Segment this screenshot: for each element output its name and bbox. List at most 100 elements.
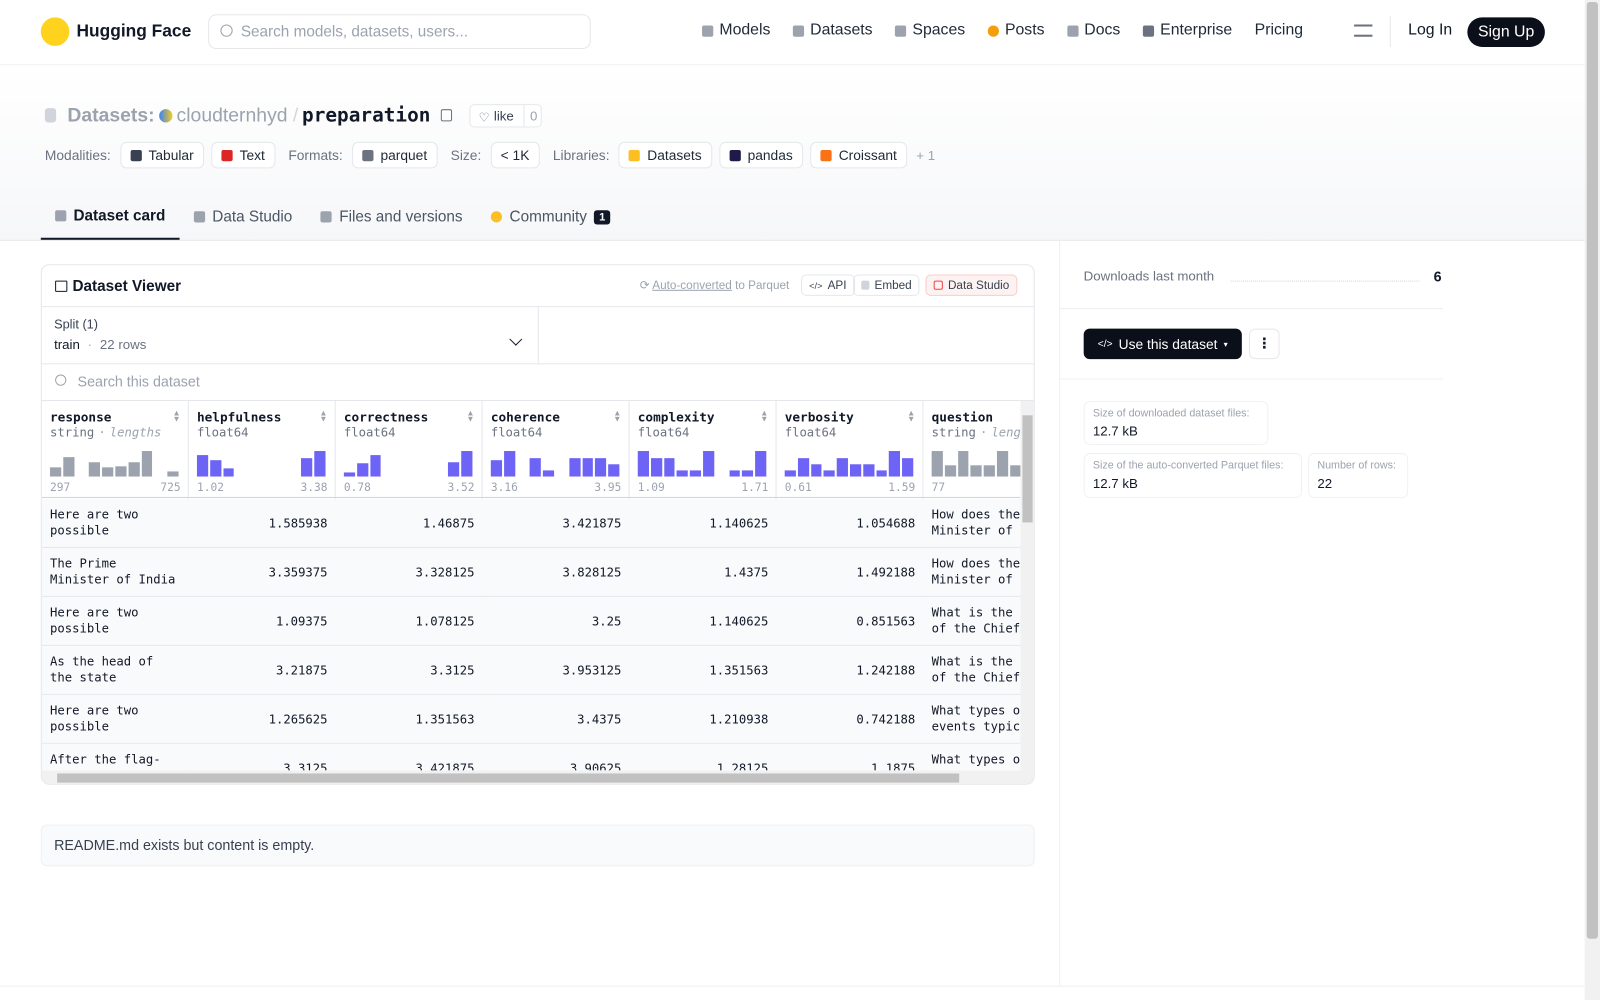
api-button[interactable]: </> API [801,274,855,296]
histogram-bar [863,464,875,477]
tag[interactable]: pandas [719,141,803,169]
tag-label: pandas [747,147,793,163]
logo[interactable] [40,17,70,46]
nav-link[interactable]: Models [702,21,770,39]
nav-icon [1142,24,1155,37]
auto-converted-link[interactable]: Auto-converted [652,279,732,292]
nav-link[interactable]: Posts [987,21,1044,39]
histogram-bar [755,451,767,477]
tag-group-label: Size: [450,147,482,163]
menu-icon[interactable] [1354,24,1373,37]
search-box[interactable]: Search models, datasets, users... [208,14,591,49]
cell-text: After the flag- [49,752,161,767]
column-header[interactable]: verbosity ▲ ▼ float64 0.61 1.59 [776,401,924,498]
page-scrollbar[interactable] [1584,0,1600,1000]
table-cell: 1.242188 [776,645,924,695]
tab[interactable]: Data Studio [180,194,307,240]
table-cell: 3.828125 [482,547,630,597]
tab[interactable]: Community 1 [477,194,625,240]
column-header[interactable]: complexity ▲ ▼ float64 1.09 1.71 [629,401,777,498]
histogram-bar [49,467,62,477]
chevron [509,332,523,346]
tag[interactable]: Croissant [810,141,908,169]
stat-value: 12.7 kB [1092,423,1138,439]
page-thumb[interactable] [1586,2,1598,939]
tag[interactable]: < 1K [490,141,540,169]
nav-link-label: Models [719,21,771,39]
stat-box: Size of downloaded dataset files: 12.7 kB [1083,401,1269,445]
v-thumb[interactable] [1022,415,1033,523]
tag-icon [729,149,741,161]
signup-button[interactable]: Sign Up [1467,17,1545,47]
histogram-bar [89,462,101,477]
repo-name: preparation [302,104,431,127]
more-tags[interactable]: + 1 [916,147,936,163]
owner[interactable]: cloudternhyd [176,105,288,127]
histogram-bar [650,458,662,477]
sort-icon: ▲ ▼ [907,408,916,424]
histogram-bar [301,458,313,477]
stat-label: Size of the auto-converted Parquet files… [1092,459,1284,472]
use-dataset-button[interactable]: </> Use this dataset ▾ [1083,328,1242,360]
separator: / [292,105,299,127]
brand[interactable]: Hugging Face [76,21,192,41]
more-button[interactable]: ⋮ [1248,328,1280,360]
table-cell: What types of [923,743,1021,771]
studio-button[interactable]: Data Studio [925,274,1018,296]
tag[interactable]: parquet [351,141,438,169]
range-min: 77 [931,480,946,494]
range-max: 1.71 [741,480,769,494]
column-header[interactable]: coherence ▲ ▼ float64 3.16 3.95 [482,401,630,498]
tab[interactable]: Files and versions [307,194,477,240]
column-name: helpfulness [196,409,282,425]
split-dot: · [87,336,93,353]
dataset-search[interactable]: Search this dataset [77,373,200,390]
viewer-icon [55,280,68,292]
table-cell: 1.1875 [776,743,924,771]
tab-badge: 1 [594,209,611,224]
like-button[interactable]: like 0 ♡ [469,104,542,128]
tag[interactable]: Tabular [119,141,204,169]
cell-text: 3.90625 [569,760,622,771]
column-name: coherence [490,409,560,425]
table-cell: 1.140625 [629,498,777,548]
tag-label: Croissant [838,147,897,163]
table-cell: 3.25 [482,596,630,646]
cell-text: 3.421875 [415,760,475,771]
column-header[interactable]: response ▲ ▼ string · lengths 297 725 [41,401,189,498]
histogram-bar [944,465,956,477]
range-max: 3.38 [300,480,328,494]
section-label: Datasets: [67,105,155,127]
h-thumb[interactable] [57,773,960,783]
cell-text: What is the r of the Chief [931,605,1021,636]
column-header[interactable]: helpfulness ▲ ▼ float64 1.02 3.38 [188,401,336,498]
range-min: 3.16 [490,480,518,494]
nav-link[interactable]: Docs [1066,21,1120,39]
v-scrollbar[interactable] [1020,401,1034,771]
tab[interactable]: Dataset card [40,194,180,240]
copy-icon[interactable] [440,109,453,122]
histogram-bar [931,451,943,477]
embed-button[interactable]: Embed [853,274,920,296]
h-scrollbar[interactable] [41,770,1034,784]
nav-link[interactable]: Datasets [792,21,873,39]
cell-text: 1.46875 [422,515,475,531]
split-selector[interactable]: Split (1) train · 22 rows [42,306,539,364]
table-cell: 0.742188 [776,694,924,744]
dtype: float64 [490,425,543,440]
cell-text: 0.851563 [856,613,916,629]
nav-link[interactable]: Spaces [895,21,965,39]
table-cell: Here are two possible response… [41,596,189,646]
nav-link[interactable]: Pricing [1255,21,1303,39]
column-header[interactable]: correctness ▲ ▼ float64 0.78 3.52 [335,401,483,498]
stat-box: Number of rows: 22 [1308,453,1409,498]
nav-link[interactable]: Enterprise [1142,21,1232,39]
tag[interactable]: Datasets [618,141,712,169]
range-min: 0.61 [784,480,812,494]
api-label: API [827,279,847,292]
login[interactable]: Log In [1408,21,1453,39]
tag[interactable]: Text [211,141,276,169]
cell-text: 1.210938 [709,711,769,727]
column: response ▲ ▼ string · lengths 297 725 Here are … [41,401,189,771]
